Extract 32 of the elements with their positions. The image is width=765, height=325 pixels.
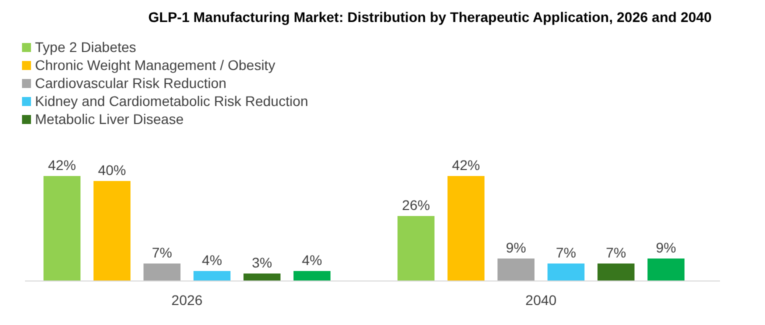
- data-label: 9%: [506, 240, 526, 256]
- legend-label: Metabolic Liver Disease: [35, 111, 184, 127]
- data-label: 9%: [656, 240, 676, 256]
- legend-label: Cardiovascular Risk Reduction: [35, 75, 226, 91]
- bar: [498, 258, 534, 281]
- data-label: 42%: [48, 157, 76, 173]
- bar: [44, 176, 80, 281]
- data-label: 42%: [452, 157, 480, 173]
- data-label: 7%: [556, 244, 576, 260]
- bar: [244, 274, 280, 281]
- data-label: 26%: [402, 197, 430, 213]
- bar: [548, 264, 584, 281]
- bar: [648, 258, 684, 281]
- bar: [294, 271, 330, 281]
- bar: [598, 264, 634, 281]
- chart-title: GLP-1 Manufacturing Market: Distribution by Therapeutic Application, 2026 and 2040: [148, 9, 712, 25]
- data-label: 7%: [152, 244, 172, 260]
- data-label: 3%: [252, 254, 272, 270]
- bar: [194, 271, 230, 281]
- legend-label: Chronic Weight Management / Obesity: [35, 57, 276, 73]
- legend-label: Type 2 Diabetes: [35, 39, 136, 55]
- x-tick-label: 2040: [525, 292, 557, 308]
- data-label: 4%: [302, 252, 322, 268]
- bar: [448, 176, 484, 281]
- x-tick-label: 2026: [171, 292, 203, 308]
- legend-label: Kidney and Cardiometabolic Risk Reduction: [35, 93, 308, 109]
- data-label: 7%: [606, 244, 626, 260]
- bar: [398, 216, 434, 281]
- data-label: 40%: [98, 162, 126, 178]
- data-label: 4%: [202, 252, 222, 268]
- bar: [94, 181, 130, 281]
- bar: [144, 264, 180, 281]
